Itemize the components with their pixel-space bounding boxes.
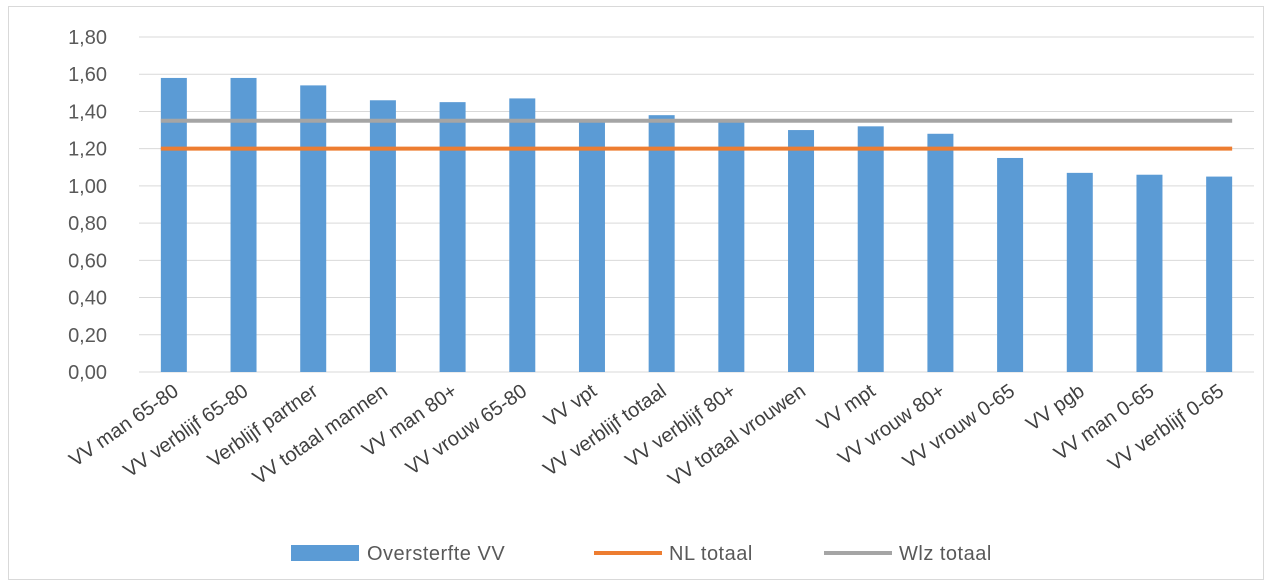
bar [1136, 174, 1163, 372]
legend-label: NL totaal [669, 543, 753, 565]
y-tick-label: 1,80 [68, 27, 107, 49]
legend-swatch [291, 545, 359, 561]
bar [857, 126, 884, 372]
bar [788, 130, 815, 372]
y-tick-label: 1,00 [68, 176, 107, 198]
bar [578, 120, 605, 372]
x-category-label: VV vpt [540, 380, 601, 432]
y-tick-label: 0,60 [68, 250, 107, 272]
y-tick-label: 1,20 [68, 139, 107, 161]
reference-lines [160, 118, 1233, 151]
bar [718, 120, 745, 372]
legend-label: Wlz totaal [899, 543, 992, 565]
bar [300, 85, 327, 372]
bar [648, 115, 675, 373]
y-axis-tick-labels: 0,00 0,20 0,40 0,60 0,80 1,00 1,20 1,40 1,60 1,80 [68, 27, 107, 384]
bar [1066, 172, 1093, 372]
bar [369, 100, 396, 373]
y-tick-label: 1,40 [68, 101, 107, 123]
x-category-label: VV vrouw 65-80 [402, 380, 531, 480]
bar [997, 157, 1024, 372]
bar [160, 77, 187, 372]
bar [230, 77, 257, 372]
y-tick-label: 0,80 [68, 213, 107, 235]
bar [1206, 176, 1233, 372]
x-category-label: VV verblijf 0-65 [1104, 380, 1228, 476]
chart-area: 0,00 0,20 0,40 0,60 0,80 1,00 1,20 1,40 1,60 1,80… [8, 6, 1264, 580]
bar [439, 102, 466, 372]
y-tick-label: 0,00 [68, 362, 107, 384]
y-tick-label: 1,60 [68, 64, 107, 86]
y-tick-label: 0,40 [68, 288, 107, 310]
bar [509, 98, 536, 373]
legend: Oversterfte VV NL totaal Wlz totaal [291, 543, 992, 565]
bar-chart: 0,00 0,20 0,40 0,60 0,80 1,00 1,20 1,40 1,60 1,80… [65, 27, 1254, 565]
x-category-label: VV verblijf totaal [540, 380, 671, 481]
bar [927, 133, 954, 372]
legend-label: Oversterfte VV [367, 543, 505, 565]
y-tick-label: 0,20 [68, 325, 107, 347]
x-category-label: VV verblijf 65-80 [120, 380, 253, 482]
bars [160, 77, 1233, 373]
